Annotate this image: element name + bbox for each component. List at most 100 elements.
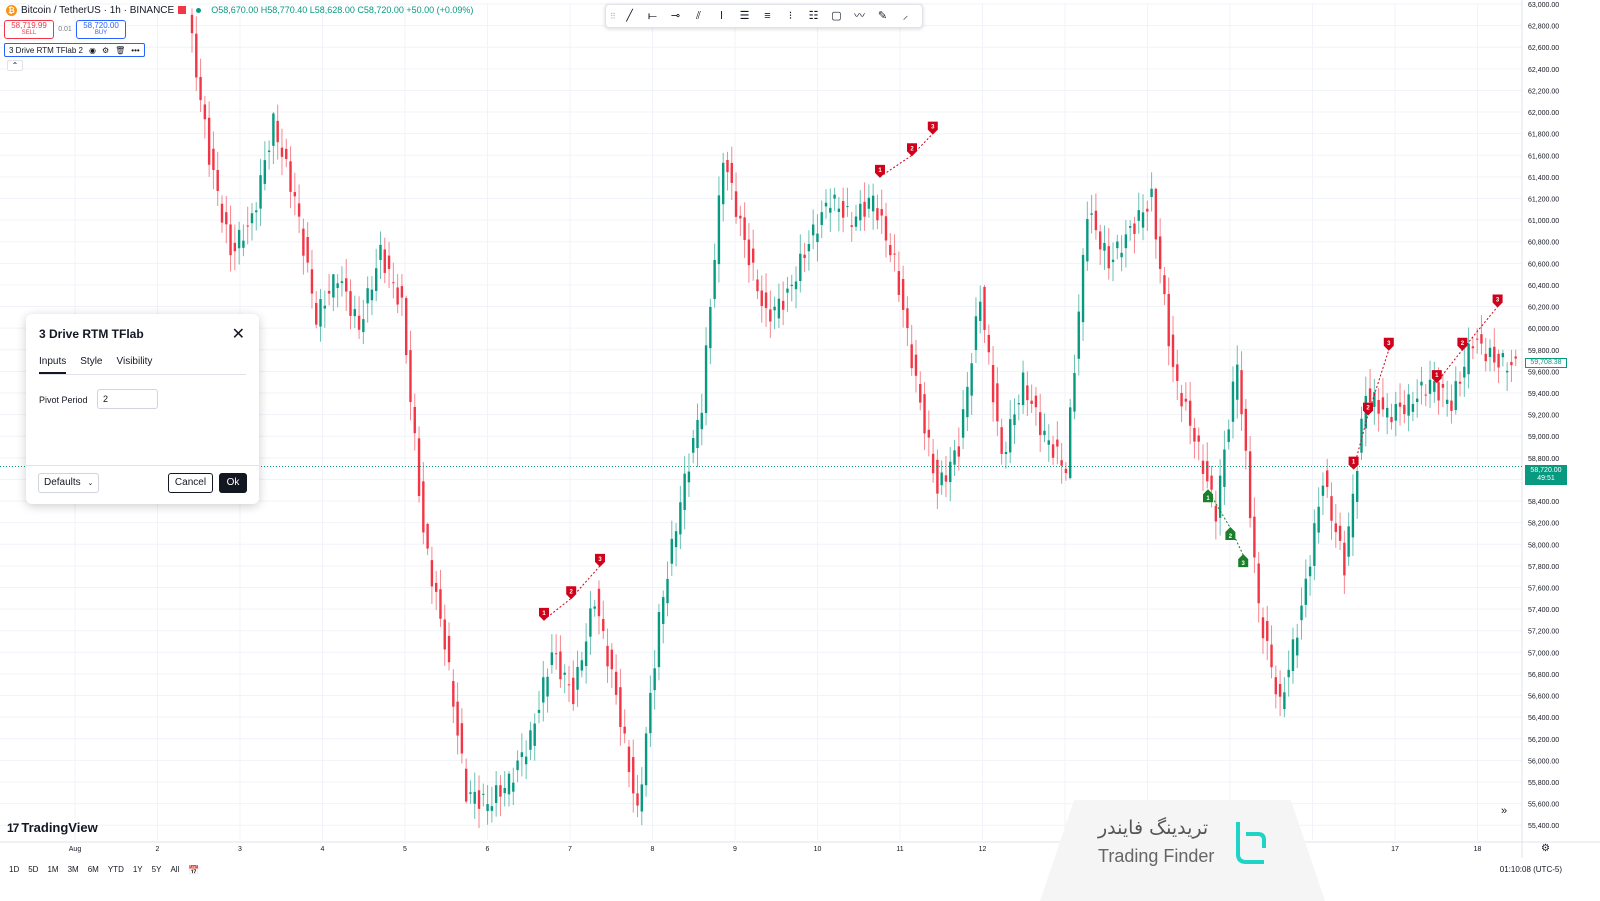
- candle-body: [554, 653, 558, 655]
- indicator-name[interactable]: 3 Drive RTM TFlab 2: [9, 45, 83, 55]
- ok-button[interactable]: Ok: [219, 473, 247, 493]
- candle-body: [1368, 388, 1372, 403]
- drive-marker[interactable]: [875, 164, 885, 178]
- timeframe-1m[interactable]: 1M: [47, 865, 59, 874]
- sell-button[interactable]: 58,719.99 SELL: [4, 20, 54, 39]
- drive-marker[interactable]: [927, 121, 938, 135]
- candle-body: [1236, 364, 1239, 400]
- calendar-icon[interactable]: 📅: [188, 865, 200, 875]
- drive-marker[interactable]: [539, 607, 549, 621]
- defaults-dropdown[interactable]: Defaults ⌄: [38, 473, 99, 493]
- timeframe-6m[interactable]: 6M: [87, 865, 99, 874]
- candle-body: [764, 292, 768, 309]
- tab-visibility[interactable]: Visibility: [116, 356, 153, 367]
- candle-body: [1021, 372, 1025, 406]
- flag-icon[interactable]: [178, 6, 187, 14]
- candle-body: [854, 216, 858, 227]
- candle-body: [1051, 444, 1055, 458]
- timeframe-all[interactable]: All: [170, 865, 180, 874]
- pitchfork-icon[interactable]: ≡: [764, 10, 771, 22]
- x-tick-label: 3: [238, 846, 242, 853]
- candle-body: [1407, 394, 1410, 416]
- candle-body: [674, 531, 678, 548]
- candle-body: [923, 394, 926, 434]
- candle-body: [263, 160, 267, 184]
- trend-line-icon[interactable]: ╱: [626, 10, 633, 22]
- indicator-legend[interactable]: 3 Drive RTM TFlab 2 ◉ ⚙ 🗑 •••: [4, 43, 145, 57]
- pivot-period-input[interactable]: [97, 389, 158, 409]
- candle-body: [1415, 398, 1419, 403]
- drive-marker[interactable]: [1348, 456, 1359, 470]
- drive-marker[interactable]: [595, 553, 605, 567]
- eye-icon[interactable]: ◉: [88, 45, 96, 55]
- color-picker-icon[interactable]: ⸝: [902, 10, 909, 22]
- candle-body: [739, 215, 742, 219]
- candle-body: [1278, 684, 1282, 697]
- tradingview-logo[interactable]: 17 TradingView: [7, 820, 98, 835]
- timeframe-5y[interactable]: 5Y: [151, 865, 162, 874]
- fib-retracement-icon[interactable]: ☰: [739, 10, 750, 22]
- vertical-line-icon[interactable]: ǀ: [720, 10, 723, 22]
- candle-body: [949, 461, 952, 483]
- tab-style[interactable]: Style: [80, 356, 103, 367]
- buy-button[interactable]: 58,720.00 BUY: [76, 20, 126, 39]
- gann-icon[interactable]: ⁝: [788, 10, 793, 22]
- cancel-button[interactable]: Cancel: [168, 473, 213, 493]
- brand-name: TradingView: [21, 820, 98, 835]
- candle-body: [225, 212, 228, 225]
- y-tick-label: 58,400.00: [1528, 499, 1559, 506]
- tab-inputs[interactable]: Inputs: [39, 356, 67, 374]
- buy-price: 58,720.00: [83, 21, 119, 30]
- drive-marker[interactable]: [566, 586, 577, 600]
- candle-body: [1394, 403, 1397, 421]
- candle-body: [1068, 407, 1072, 479]
- candle-body: [276, 120, 279, 143]
- candle-body: [1497, 353, 1500, 368]
- candle-body: [1133, 223, 1136, 234]
- more-icon[interactable]: •••: [131, 45, 140, 55]
- close-icon[interactable]: ✕: [231, 326, 245, 343]
- drive-marker[interactable]: [1431, 370, 1442, 384]
- rectangle-icon[interactable]: ▢: [831, 10, 842, 22]
- drive-marker[interactable]: [1203, 489, 1213, 503]
- timeframe-3m[interactable]: 3M: [67, 865, 79, 874]
- candle-body: [734, 191, 738, 217]
- timeframe-ytd[interactable]: YTD: [107, 865, 124, 874]
- drag-handle-icon[interactable]: ⠿: [610, 11, 616, 21]
- parallel-channel-icon[interactable]: ⫽: [696, 10, 701, 22]
- timeframe-5d[interactable]: 5D: [28, 865, 39, 874]
- timeframe-1d[interactable]: 1D: [9, 865, 20, 874]
- trash-icon[interactable]: 🗑: [115, 45, 126, 55]
- candle-body: [1227, 429, 1230, 442]
- ray-icon[interactable]: ⟝: [647, 10, 658, 22]
- candle-body: [456, 701, 459, 736]
- candle-body: [1291, 639, 1295, 671]
- drive-marker[interactable]: [1457, 337, 1468, 351]
- drive-marker[interactable]: [1492, 294, 1503, 308]
- path-icon[interactable]: 〰: [854, 10, 865, 22]
- scroll-to-realtime-button[interactable]: »: [1494, 805, 1514, 823]
- gear-icon[interactable]: ⚙: [1541, 843, 1550, 854]
- y-tick-label: 57,000.00: [1528, 650, 1559, 657]
- settings-icon[interactable]: ⚙: [101, 45, 110, 55]
- drive-marker[interactable]: [1225, 527, 1236, 541]
- symbol-legend[interactable]: ₿ Bitcoin / TetherUS · 1h · BINANCE O58,…: [6, 3, 473, 17]
- candle-body: [974, 316, 978, 351]
- horizontal-ray-icon[interactable]: ⊸: [670, 10, 681, 22]
- candle-body: [871, 195, 875, 212]
- drive-marker-label: 1: [1435, 373, 1439, 379]
- symbol-title[interactable]: Bitcoin / TetherUS · 1h · BINANCE: [21, 4, 175, 16]
- candle-body: [1158, 236, 1162, 269]
- candle-body: [1094, 210, 1098, 231]
- candle-body: [1458, 381, 1462, 384]
- drive-marker[interactable]: [1238, 554, 1249, 568]
- candle-body: [880, 209, 883, 216]
- timeframe-1y[interactable]: 1Y: [132, 865, 143, 874]
- drive-marker[interactable]: [1363, 402, 1373, 416]
- collapse-legend-button[interactable]: ⌃: [7, 60, 23, 71]
- drive-marker[interactable]: [1383, 337, 1394, 351]
- brush-icon[interactable]: ✎: [877, 10, 888, 22]
- drive-marker[interactable]: [907, 143, 917, 157]
- fib-channel-icon[interactable]: ☷: [808, 10, 819, 22]
- candle-body: [1326, 470, 1329, 487]
